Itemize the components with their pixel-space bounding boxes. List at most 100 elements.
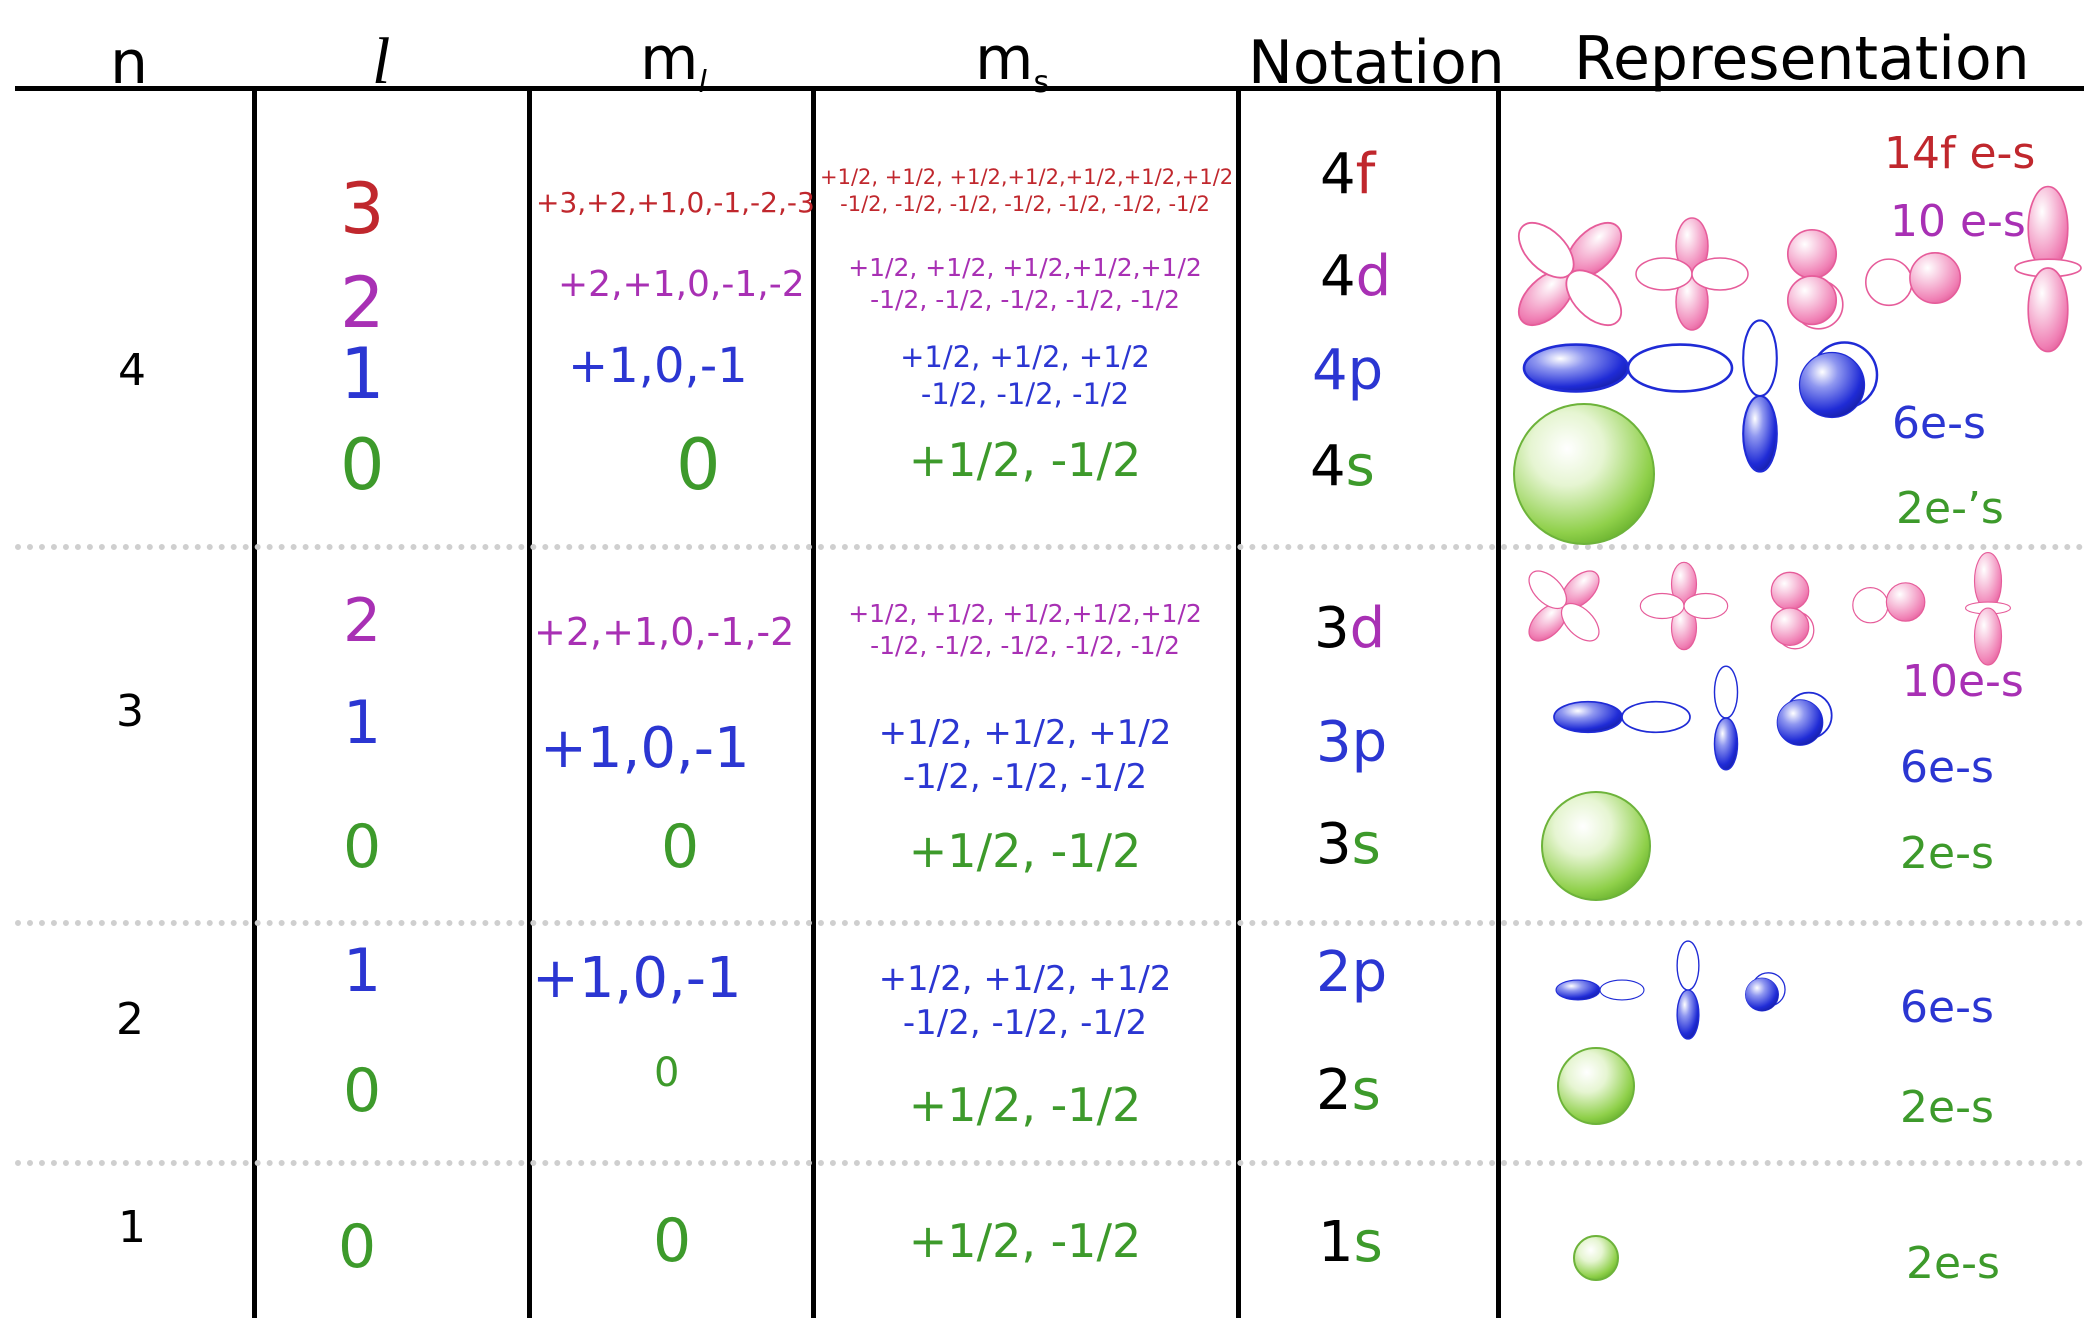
s-orbital-sphere-icon [1557,1047,1635,1125]
d-orbital-lobes-icon [1770,571,1815,650]
ms-3d-line2: -1/2, -1/2, -1/2, -1/2, -1/2 [870,631,1180,660]
l-4d: 2 [340,262,385,344]
ms-4p: +1/2, +1/2, +1/2 -1/2, -1/2, -1/2 [820,339,1230,413]
l-2p: 1 [343,936,382,1006]
ms-2p: +1/2, +1/2, +1/2 -1/2, -1/2, -1/2 [820,958,1230,1045]
ms-4f-line2: -1/2, -1/2, -1/2, -1/2, -1/2, -1/2, -1/2 [840,191,1210,216]
p-orbital-dumbbell-icon [1776,691,1833,747]
notation-4s: 4s [1310,434,1375,499]
column-divider-5 [1496,88,1501,1318]
notation-3d-l: d [1349,596,1386,661]
notation-2p: 2p [1316,940,1387,1005]
electrons-3d: 10e-s [1902,656,2024,707]
l-4p: 1 [340,333,385,415]
electrons-4d: 10 e-s [1890,196,2026,247]
notation-3p-n: 3 [1316,710,1352,775]
s-orbital-sphere-icon [1513,403,1655,545]
notation-4f: 4f [1320,142,1375,207]
notation-4d: 4d [1320,244,1391,309]
l-4f: 3 [340,168,385,250]
ms-3p-line1: +1/2, +1/2, +1/2 [878,713,1172,753]
electrons-1s: 2e-s [1906,1238,2000,1289]
ml-3s: 0 [661,812,700,882]
electrons-3s: 2e-s [1900,828,1994,879]
p-orbital-dumbbell-icon [1742,319,1778,473]
notation-4d-l: d [1355,244,1392,309]
l-2s: 0 [343,1056,382,1126]
electrons-2s: 2e-s [1900,1082,1994,1133]
notation-4p-n: 4 [1312,338,1348,403]
header-ms-main: m [975,24,1034,94]
shell-separator-2-1 [15,1160,2084,1166]
p-orbital-3-group [1553,665,1833,771]
ms-3s: +1/2, -1/2 [908,824,1142,878]
ms-3d: +1/2, +1/2, +1/2,+1/2,+1/2 -1/2, -1/2, -… [820,598,1230,662]
notation-4p-l: p [1347,338,1384,403]
l-1s: 0 [338,1212,377,1282]
notation-2s-n: 2 [1316,1058,1352,1123]
ms-4d: +1/2, +1/2, +1/2,+1/2,+1/2 -1/2, -1/2, -… [820,252,1230,316]
d-orbital-lobes-icon [1498,540,1630,672]
notation-2s: 2s [1316,1058,1381,1123]
p-orbital-dumbbell-icon [1713,665,1739,771]
notation-3d: 3d [1314,596,1385,661]
d-orbital-lobes-icon [2014,185,2082,353]
ml-4d: +2,+1,0,-1,-2 [558,264,805,305]
ms-2p-line1: +1/2, +1/2, +1/2 [878,959,1172,999]
l-4s: 0 [340,424,385,506]
p-orbital-dumbbell-icon [1553,700,1691,734]
s-orbital-sphere-icon [1573,1235,1619,1281]
notation-1s-n: 1 [1318,1210,1354,1275]
header-ml-main: m [640,24,699,94]
ms-4p-line2: -1/2, -1/2, -1/2 [920,377,1130,412]
ms-2s: +1/2, -1/2 [908,1078,1142,1132]
electrons-4p: 6e-s [1892,398,1986,449]
column-divider-2 [527,88,532,1318]
header-rule [15,86,2084,91]
notation-3p-l: p [1351,710,1388,775]
shell-n-2: 2 [116,994,144,1045]
column-divider-3 [811,88,816,1318]
d-orbital-lobes-icon [1964,551,2012,666]
notation-3s-l: s [1351,812,1381,877]
p-orbital-2-group [1555,940,1786,1040]
p-orbital-dumbbell-icon [1744,972,1786,1012]
d-orbital-lobes-icon [1635,217,1749,331]
ml-1s: 0 [653,1206,692,1276]
d-orbital-lobes-icon [1852,582,1926,624]
p-orbital-dumbbell-icon [1522,343,1734,393]
notation-4d-n: 4 [1320,244,1356,309]
notation-2s-l: s [1351,1058,1381,1123]
shell-n-1: 1 [118,1202,146,1253]
ms-4d-line2: -1/2, -1/2, -1/2, -1/2, -1/2 [870,285,1180,314]
p-orbital-dumbbell-icon [1555,979,1645,1001]
shell-n-4: 4 [118,345,146,396]
notation-3p: 3p [1316,710,1387,775]
shell-n-3: 3 [116,686,144,737]
electrons-4s: 2e-’s [1896,483,2004,534]
notation-4s-l: s [1345,434,1375,499]
column-divider-4 [1236,88,1241,1318]
ms-3p-line2: -1/2, -1/2, -1/2 [902,756,1148,797]
notation-2p-n: 2 [1316,940,1352,1005]
ml-2p: +1,0,-1 [532,946,742,1011]
ms-4s: +1/2, -1/2 [908,433,1142,487]
p-orbital-dumbbell-icon [1798,341,1879,419]
header-l: l [372,25,391,98]
notation-4f-l: f [1355,142,1376,207]
shell-separator-3-2 [15,920,2084,926]
header-representation: Representation [1574,24,2030,94]
header-ml: ml [640,24,707,100]
notation-4p: 4p [1312,338,1383,403]
l-3p: 1 [343,688,382,758]
ml-4f: +3,+2,+1,0,-1,-2,-3 [536,186,815,219]
notation-3s: 3s [1316,812,1381,877]
p-orbital-dumbbell-icon [1676,940,1700,1040]
d-orbital-lobes-icon [1786,228,1844,330]
ml-3p: +1,0,-1 [540,716,750,781]
ml-2s: 0 [654,1050,680,1096]
s-orbital-sphere-icon [1541,791,1651,901]
notation-4f-n: 4 [1320,142,1356,207]
d-orbital-lobes-icon [1865,252,1962,307]
